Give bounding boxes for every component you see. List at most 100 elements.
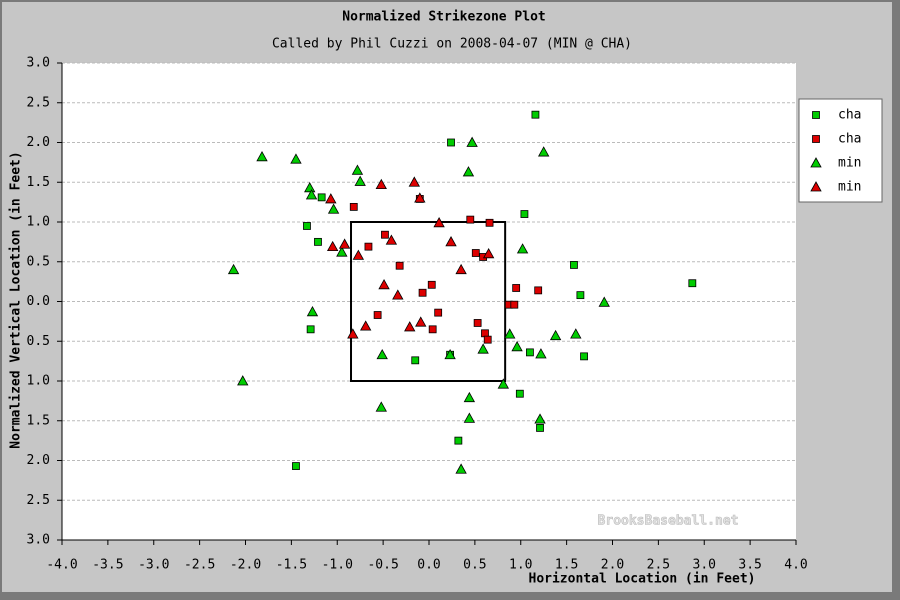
- triangle-marker: [598, 296, 610, 307]
- triangle-marker: [336, 246, 348, 257]
- triangle-marker: [549, 329, 562, 341]
- y-tick-label: 2.5: [27, 95, 50, 110]
- square-marker: [515, 389, 524, 398]
- y-tick-label: 0.5: [27, 254, 50, 269]
- legend-marker: [810, 181, 822, 192]
- triangle-marker: [511, 340, 523, 352]
- square-marker: [688, 279, 697, 288]
- x-tick-label: -2.5: [184, 558, 215, 573]
- square-marker: [364, 242, 373, 251]
- square-marker: [485, 218, 494, 227]
- triangle-marker: [351, 164, 364, 175]
- y-tick-label: 1.0: [27, 374, 50, 389]
- y-tick-label: 1.5: [27, 413, 50, 428]
- triangle-marker: [327, 203, 340, 214]
- x-axis-label: Horizontal Location (in Feet): [529, 572, 756, 587]
- square-marker: [373, 311, 382, 319]
- square-marker: [520, 210, 529, 218]
- square-marker: [317, 193, 326, 202]
- square-marker: [473, 319, 482, 327]
- triangle-marker: [534, 413, 546, 424]
- triangle-marker: [392, 289, 404, 300]
- legend-label: min: [838, 156, 861, 171]
- triangle-marker: [463, 391, 476, 403]
- y-axis-label: Normalized Vertical Location (in Feet): [9, 151, 24, 448]
- x-tick-label: 1.5: [555, 558, 578, 573]
- x-tick-label: 0.5: [463, 558, 486, 573]
- x-tick-label: 2.0: [601, 558, 624, 573]
- triangle-marker: [463, 412, 476, 423]
- y-tick-label: 2.0: [27, 135, 50, 150]
- square-marker: [381, 230, 389, 239]
- triangle-marker: [444, 348, 456, 360]
- y-tick-label: 3.0: [27, 56, 50, 71]
- x-tick-label: -3.0: [138, 558, 169, 573]
- x-tick-label: 4.0: [784, 558, 807, 573]
- triangle-marker: [375, 401, 387, 412]
- triangle-marker: [326, 240, 339, 252]
- triangle-marker: [433, 216, 445, 228]
- triangle-marker: [306, 306, 319, 317]
- x-tick-label: -4.0: [46, 558, 77, 573]
- legend-marker: [810, 157, 822, 168]
- triangle-marker: [385, 234, 398, 245]
- triangle-marker: [570, 328, 582, 339]
- legend-label: cha: [838, 108, 861, 123]
- triangle-marker: [455, 463, 467, 474]
- x-tick-label: 0.0: [417, 558, 440, 573]
- triangle-marker: [462, 166, 475, 177]
- triangle-marker: [455, 263, 467, 275]
- square-marker: [447, 138, 455, 147]
- triangle-marker: [354, 175, 366, 186]
- square-marker: [526, 348, 534, 357]
- square-marker: [411, 356, 420, 365]
- y-tick-label: 1.5: [27, 175, 50, 190]
- triangle-marker: [305, 189, 318, 200]
- square-marker: [303, 222, 311, 230]
- square-marker: [510, 300, 519, 309]
- square-marker: [306, 325, 315, 334]
- x-tick-label: -1.0: [322, 558, 353, 573]
- square-marker: [483, 335, 492, 344]
- triangle-marker: [237, 375, 249, 386]
- x-tick-label: -1.5: [276, 558, 307, 573]
- square-marker: [349, 202, 358, 211]
- square-marker: [314, 237, 322, 246]
- legend-marker: [812, 135, 820, 143]
- triangle-marker: [516, 243, 529, 254]
- square-marker: [576, 291, 585, 300]
- x-tick-label: 3.0: [693, 558, 716, 573]
- triangle-marker: [538, 146, 550, 157]
- square-marker: [580, 352, 588, 361]
- y-tick-label: 2.5: [27, 493, 50, 508]
- square-marker: [434, 308, 443, 317]
- triangle-marker: [415, 316, 427, 327]
- triangle-marker: [535, 348, 547, 359]
- x-tick-label: -0.5: [367, 558, 398, 573]
- y-tick-label: 2.0: [27, 453, 50, 468]
- triangle-marker: [360, 320, 372, 331]
- triangle-marker: [352, 249, 365, 260]
- triangle-marker: [504, 328, 516, 339]
- legend-label: cha: [838, 132, 861, 147]
- square-marker: [531, 110, 540, 119]
- square-marker: [466, 215, 475, 224]
- legend-marker: [812, 111, 820, 119]
- square-marker: [427, 280, 436, 289]
- triangle-marker: [347, 328, 359, 339]
- triangle-marker: [466, 136, 478, 147]
- x-tick-label: -2.0: [230, 558, 261, 573]
- triangle-marker: [414, 192, 426, 203]
- square-marker: [395, 261, 404, 270]
- chart-title: Normalized Strikezone Plot: [342, 10, 546, 25]
- triangle-marker: [375, 178, 387, 190]
- triangle-marker: [378, 278, 390, 290]
- square-marker: [534, 286, 543, 295]
- triangle-marker: [304, 181, 316, 193]
- square-marker: [481, 329, 489, 338]
- triangle-marker: [325, 193, 337, 204]
- chart-subtitle: Called by Phil Cuzzi on 2008-04-07 (MIN …: [272, 37, 632, 52]
- x-tick-label: 2.5: [647, 558, 670, 573]
- y-tick-label: 0.0: [27, 294, 50, 309]
- square-marker: [471, 249, 480, 257]
